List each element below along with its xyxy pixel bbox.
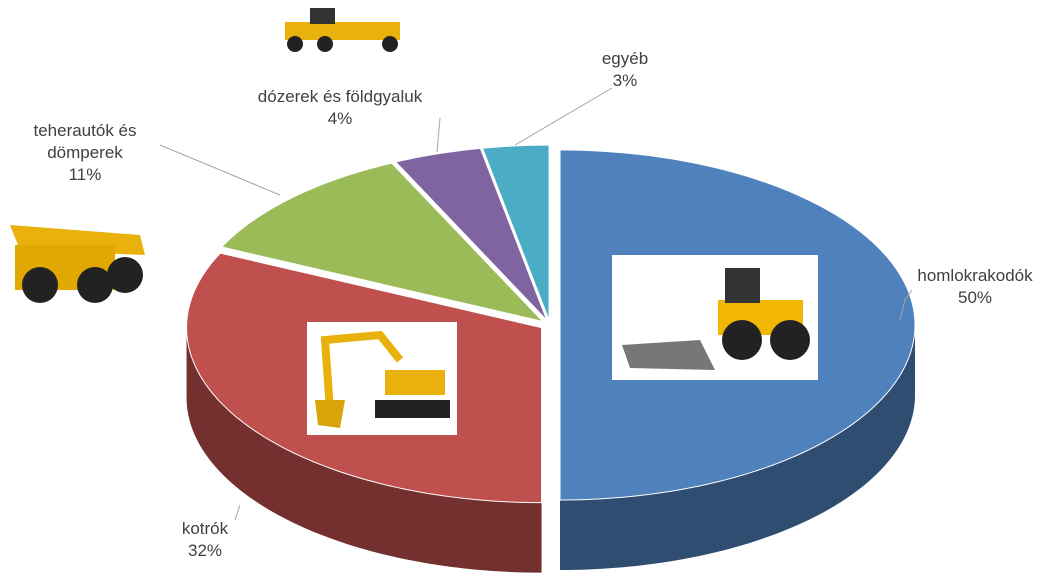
- leader-line: [234, 504, 241, 521]
- slice-label: kotrók 32%: [155, 518, 255, 562]
- slice-label: homlokrakodók 50%: [905, 265, 1045, 309]
- truck-image: [10, 225, 145, 303]
- leader-lines: [159, 87, 913, 521]
- slice-side: [186, 327, 542, 573]
- value-label: 11%: [68, 165, 102, 184]
- value-label: 32%: [187, 541, 223, 560]
- loader-image: [612, 255, 818, 380]
- category-label: kotrók: [181, 519, 229, 538]
- leader-line: [436, 117, 441, 153]
- slice-label: teherautók és dömperek 11%: [10, 120, 160, 186]
- slice-side: [560, 325, 915, 570]
- grader-image: [285, 8, 400, 52]
- category-label: egyéb: [601, 49, 649, 68]
- category-label: dózerek és földgyaluk: [257, 87, 423, 106]
- machine-images: [10, 8, 818, 435]
- category-label: teherautók és dömperek: [33, 121, 137, 162]
- value-label: 4%: [327, 109, 353, 128]
- value-label: 3%: [612, 71, 638, 90]
- excavator-image: [307, 322, 457, 435]
- leader-line: [514, 87, 613, 146]
- leader-line: [899, 289, 913, 321]
- value-label: 50%: [957, 288, 993, 307]
- leader-line: [159, 144, 281, 196]
- slice-label: dózerek és földgyaluk 4%: [225, 86, 455, 130]
- slice: [394, 147, 548, 321]
- slice: [481, 144, 550, 321]
- slice-label: egyéb 3%: [585, 48, 665, 92]
- slice: [220, 162, 545, 323]
- category-label: homlokrakodók: [917, 266, 1033, 285]
